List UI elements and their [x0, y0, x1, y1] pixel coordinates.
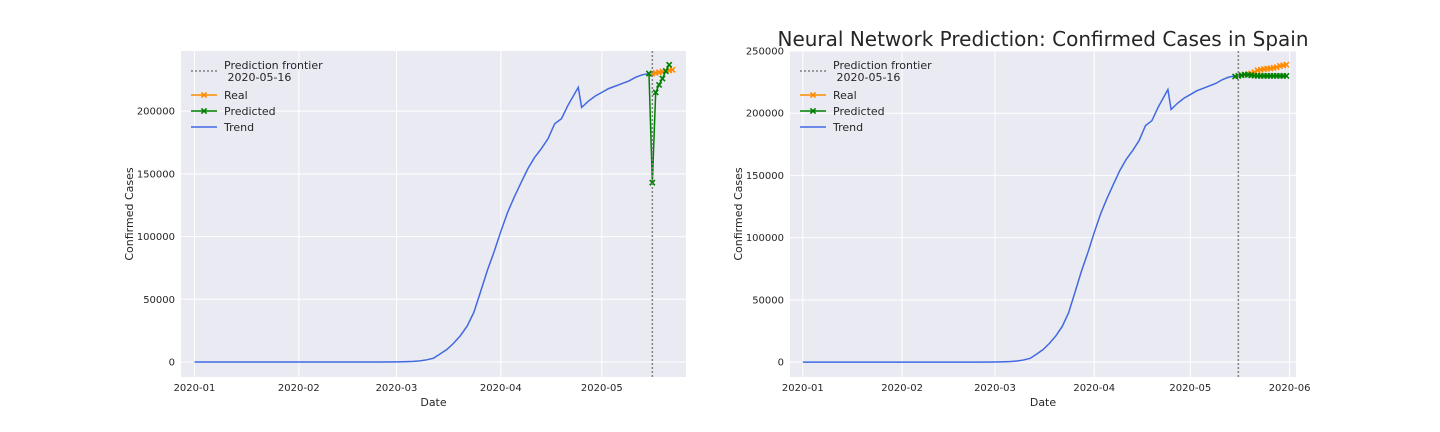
data-point-real: [1283, 61, 1290, 68]
x-tick-label: 2020-03: [376, 383, 418, 394]
data-point-predicted: [645, 70, 653, 77]
legend: Prediction frontier 2020-05-16 Real Predic…: [191, 59, 323, 134]
legend-marker-real: [809, 91, 817, 99]
legend-label-frontier: Prediction frontier 2020-05-16: [833, 59, 932, 84]
y-tick-label: 250000: [746, 47, 784, 58]
legend-marker-real: [200, 91, 208, 99]
y-axis-label: Confirmed Cases: [732, 167, 745, 261]
y-tick-label: 0: [169, 357, 175, 368]
x-tick-label: 2020-01: [174, 383, 216, 394]
x-tick-label: 2020-05: [1169, 383, 1211, 394]
legend-label-real: Real: [833, 89, 857, 102]
legend: Prediction frontier 2020-05-16 Real Predic…: [800, 59, 932, 134]
data-point-predicted: [659, 75, 666, 82]
data-point-predicted: [662, 67, 669, 75]
data-point-predicted: [649, 179, 656, 186]
plot-area: [181, 51, 686, 377]
legend-marker-predicted: [809, 107, 817, 115]
y-tick-label: 100000: [137, 232, 175, 243]
x-tick-label: 2020-02: [278, 383, 320, 394]
data-point-predicted: [666, 61, 673, 68]
legend-label-predicted: Predicted: [224, 105, 276, 118]
y-axis-label: Confirmed Cases: [123, 167, 136, 261]
x-tick-label: 2020-04: [480, 383, 522, 394]
chart-2: 2020-01 2020-02 2020-03 2020-04 2020-05 2020-…: [732, 27, 1310, 409]
y-tick-label: 50000: [752, 295, 784, 306]
legend-label-predicted: Predicted: [833, 105, 885, 118]
y-tick-label: 200000: [746, 109, 784, 120]
chart-1: 2020-01 2020-02 2020-03 2020-04 2020-05 0 5000…: [123, 51, 686, 409]
legend-label-trend: Trend: [223, 121, 254, 134]
y-tick-label: 200000: [137, 107, 175, 118]
x-axis-label: Date: [1030, 396, 1057, 409]
data-point-predicted: [1283, 72, 1290, 80]
data-point-predicted: [655, 81, 663, 89]
x-tick-label: 2020-04: [1073, 383, 1115, 394]
y-tick-label: 150000: [137, 169, 175, 180]
x-tick-label: 2020-03: [974, 383, 1016, 394]
series-layer: [194, 61, 676, 363]
data-point-predicted: [652, 89, 659, 96]
data-point-real: [669, 66, 676, 73]
legend-label-real: Real: [224, 89, 248, 102]
plot-area: [790, 51, 1296, 377]
legend-label-trend: Trend: [832, 121, 863, 134]
y-tick-label: 0: [778, 358, 784, 369]
y-tick-label: 150000: [746, 171, 784, 182]
x-tick-label: 2020-06: [1269, 383, 1311, 394]
x-tick-label: 2020-01: [782, 383, 824, 394]
legend-marker-predicted: [200, 107, 208, 115]
x-axis-label: Date: [420, 396, 447, 409]
x-tick-label: 2020-05: [581, 383, 623, 394]
legend-label-frontier: Prediction frontier 2020-05-16: [224, 59, 323, 84]
series-line-trend: [194, 72, 650, 363]
chart-title: Neural Network Prediction: Confirmed Cas…: [777, 27, 1308, 51]
series-layer: [802, 61, 1290, 363]
series-line-trend: [802, 75, 1236, 363]
y-tick-label: 50000: [143, 295, 175, 306]
y-tick-label: 100000: [746, 233, 784, 244]
x-tick-label: 2020-02: [881, 383, 923, 394]
